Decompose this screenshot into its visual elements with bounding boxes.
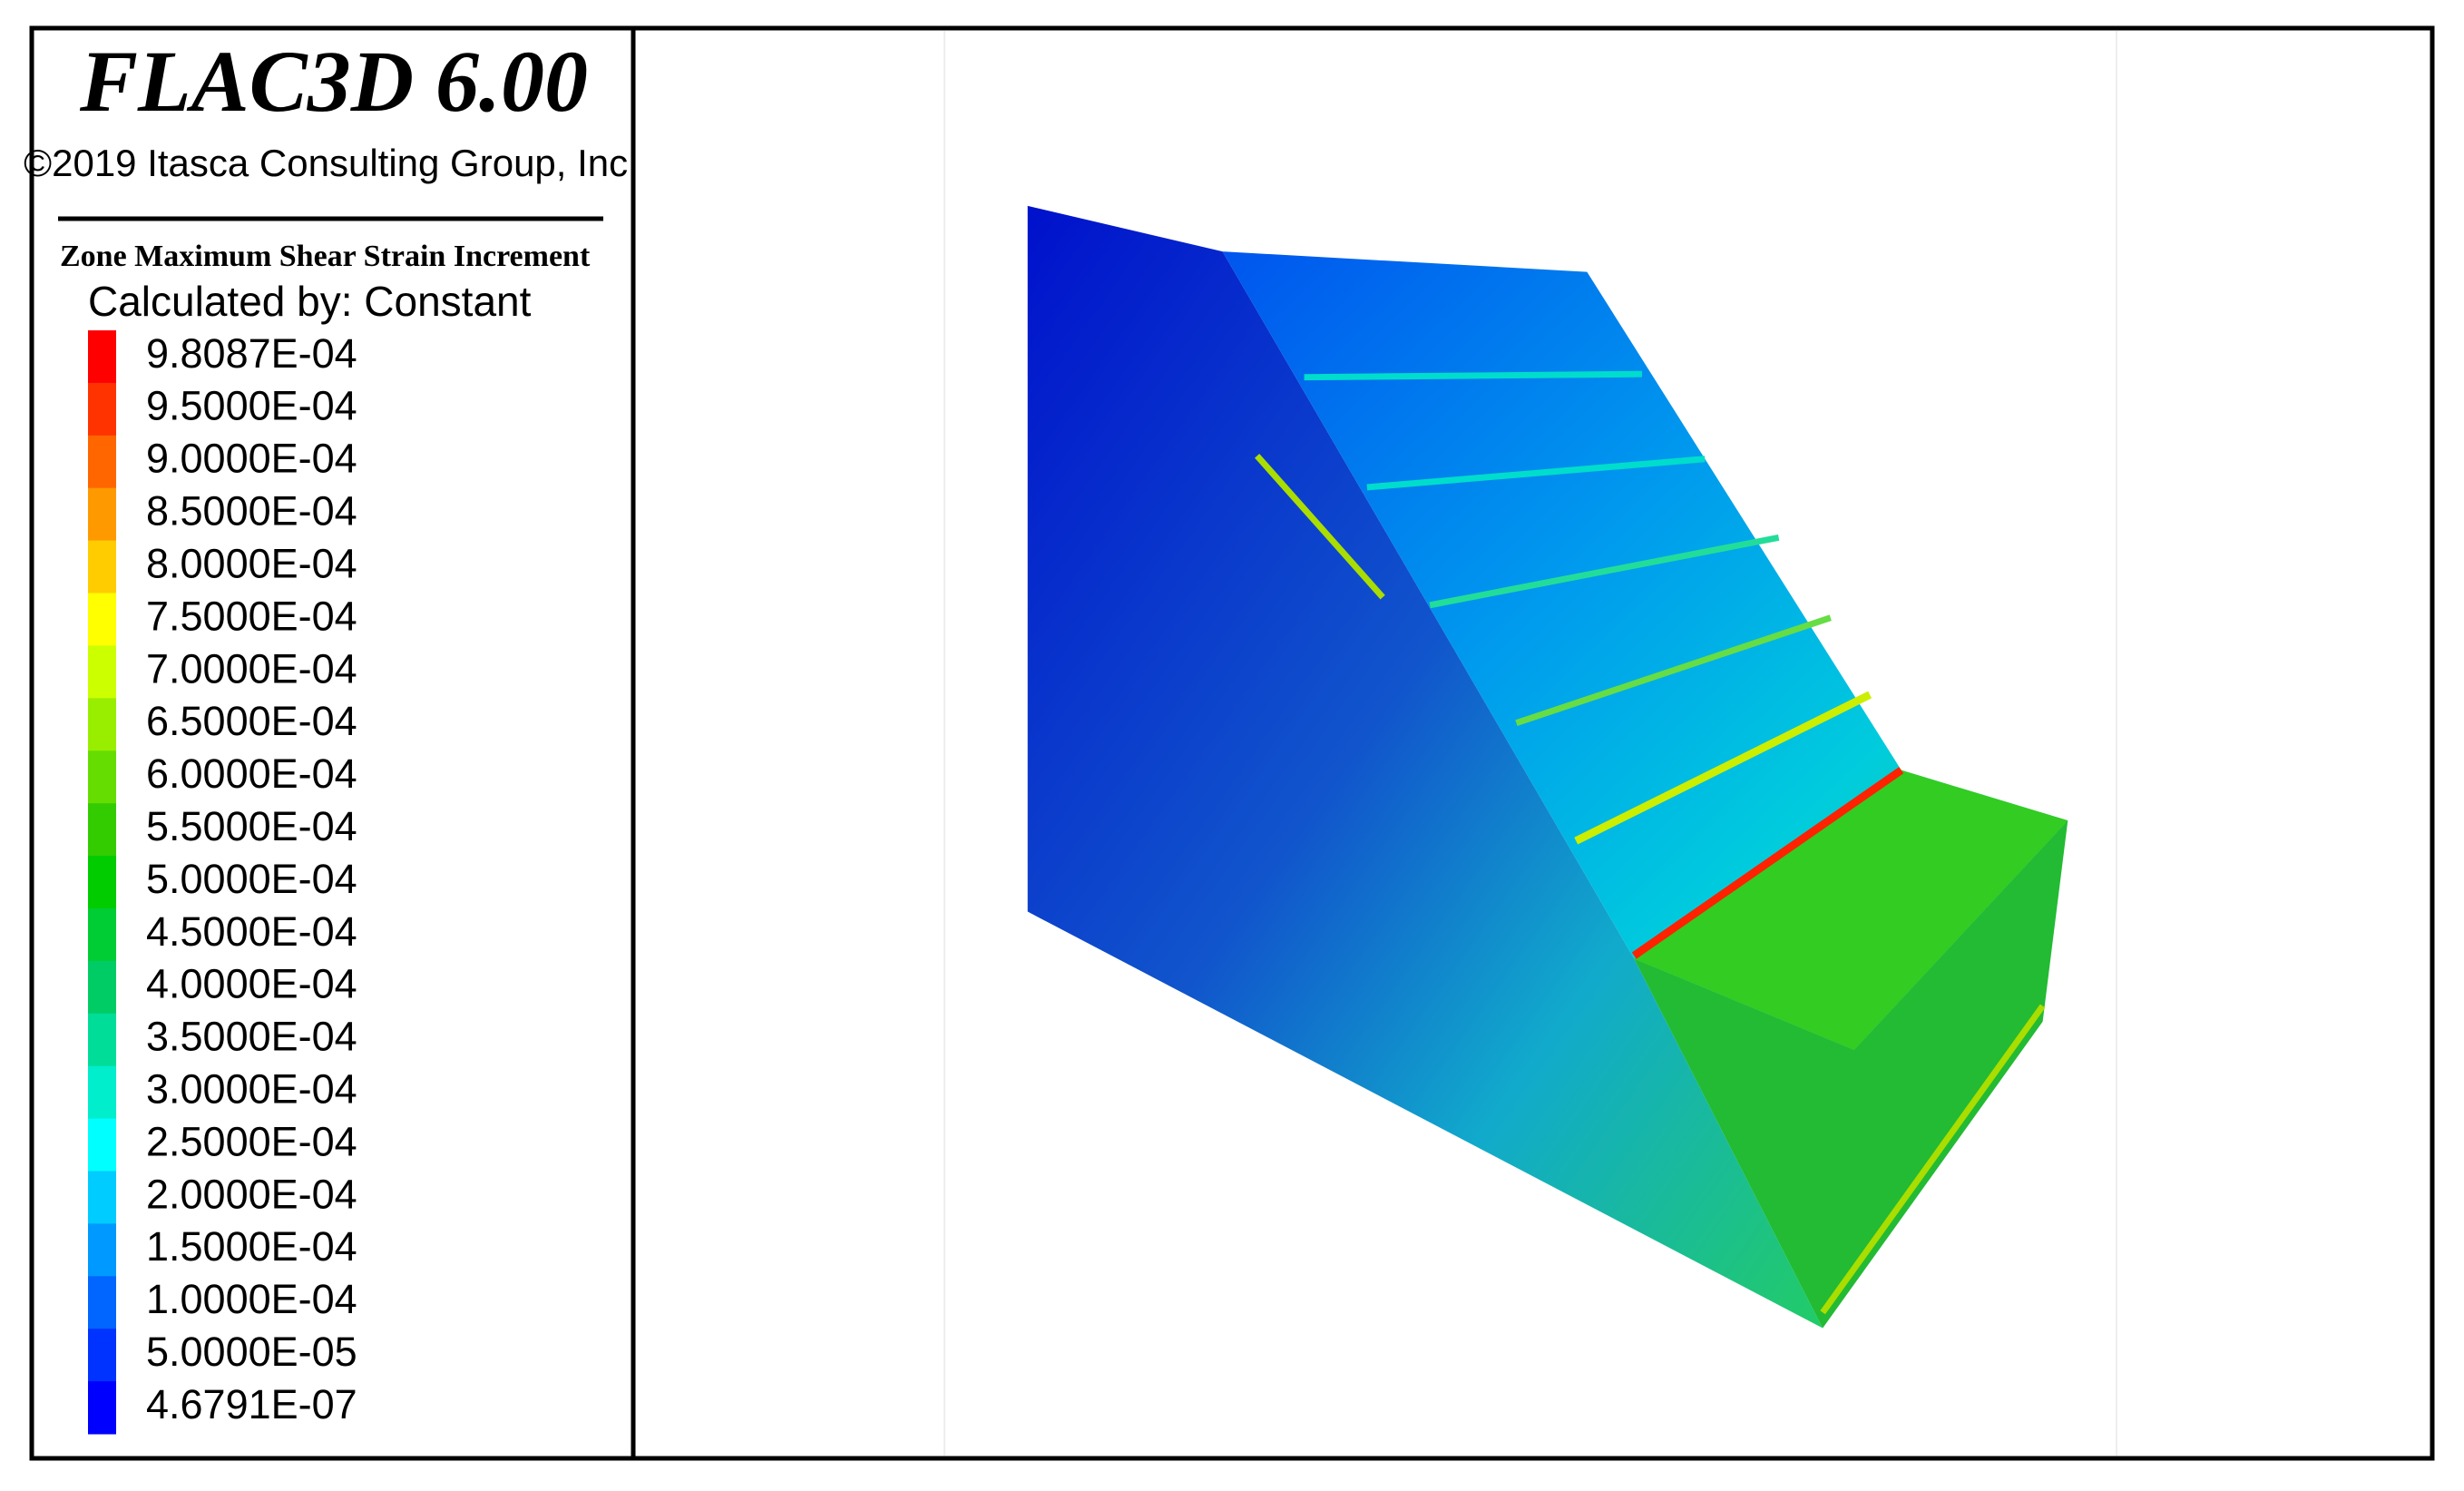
- model-side-face: [1027, 205, 1824, 1329]
- legend-swatch: [88, 1223, 116, 1277]
- legend-label: 5.0000E-05: [146, 1329, 357, 1375]
- legend-swatch: [88, 1381, 116, 1435]
- legend-label: 2.0000E-04: [146, 1171, 357, 1217]
- legend-label: 6.5000E-04: [146, 698, 357, 744]
- legend-swatch: [88, 750, 116, 804]
- legend-swatch: [88, 960, 116, 1015]
- legend-label: 4.5000E-04: [146, 908, 357, 955]
- legend-swatch: [88, 435, 116, 489]
- step-edge: [1304, 370, 1642, 381]
- legend-swatch: [88, 1329, 116, 1382]
- step-edge: [1429, 534, 1780, 609]
- legend-swatch: [88, 645, 116, 699]
- legend-label: 7.5000E-04: [146, 593, 357, 639]
- legend-label: 3.0000E-04: [146, 1066, 357, 1113]
- legend-swatch: [88, 540, 116, 594]
- step-edge: [1366, 456, 1706, 491]
- legend-subtitle: Calculated by: Constant: [88, 278, 532, 325]
- legend-swatch: [88, 593, 116, 646]
- legend-swatch: [88, 330, 116, 384]
- base-edge: [1820, 1004, 2046, 1315]
- copyright: ©2019 Itasca Consulting Group, Inc.: [24, 142, 639, 184]
- legend-label: 5.5000E-04: [146, 803, 357, 849]
- app-title: FLAC3D 6.00: [79, 33, 588, 130]
- legend-label: 3.5000E-04: [146, 1014, 357, 1060]
- shear-band: [1255, 453, 1385, 600]
- legend-label: 9.5000E-04: [146, 383, 357, 429]
- legend-swatch: [88, 803, 116, 857]
- legend-label: 5.0000E-04: [146, 856, 357, 902]
- step-edge: [1515, 614, 1832, 727]
- legend-swatch: [88, 698, 116, 751]
- legend-label: 7.0000E-04: [146, 645, 357, 692]
- legend-label: 4.0000E-04: [146, 961, 357, 1007]
- model-view: [1027, 205, 2068, 1329]
- step-edge: [1631, 767, 1904, 959]
- model-front-face: [1634, 820, 2068, 1329]
- legend-label: 4.6791E-07: [146, 1381, 357, 1427]
- legend-label: 1.0000E-04: [146, 1276, 357, 1322]
- legend-swatch: [88, 1171, 116, 1224]
- legend-swatch: [88, 382, 116, 437]
- step-edge: [1574, 691, 1872, 845]
- legend-label: 9.8087E-04: [146, 330, 357, 377]
- legend-swatch: [88, 856, 116, 909]
- legend-swatch: [88, 1276, 116, 1329]
- legend-label: 8.0000E-04: [146, 540, 357, 586]
- legend-label: 8.5000E-04: [146, 488, 357, 535]
- model-bench: [1634, 770, 2068, 1050]
- legend-label: 9.0000E-04: [146, 436, 357, 482]
- legend-swatch: [88, 487, 116, 542]
- legend-label: 2.5000E-04: [146, 1118, 357, 1164]
- frame: [29, 25, 2435, 1461]
- legend-label: 6.0000E-04: [146, 750, 357, 797]
- legend: 9.8087E-04 9.5000E-04 9.0000E-04 8.5000E-04…: [88, 330, 357, 1435]
- legend-swatch: [88, 1013, 116, 1067]
- legend-label: 1.5000E-04: [146, 1223, 357, 1270]
- legend-swatch: [88, 1118, 116, 1172]
- legend-swatch: [88, 907, 116, 962]
- legend-swatch: [88, 1065, 116, 1120]
- legend-title: Zone Maximum Shear Strain Increment: [60, 240, 591, 273]
